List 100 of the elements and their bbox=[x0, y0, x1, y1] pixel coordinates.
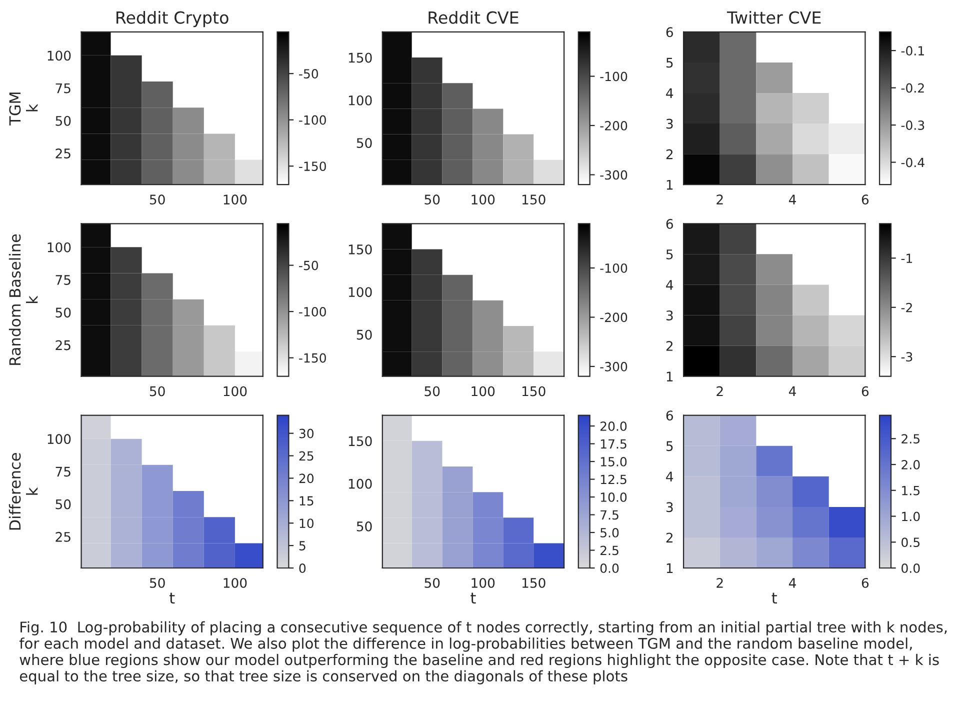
color-bar-label: 12.5 bbox=[600, 474, 626, 484]
x-tick-label: 50 bbox=[424, 386, 440, 396]
y-tick-label: 4 bbox=[666, 88, 674, 98]
y-tick-label: 50 bbox=[56, 499, 71, 510]
y-tick-label: 50 bbox=[356, 521, 372, 532]
y-tick-label: 100 bbox=[48, 434, 71, 444]
y-tick-label: 4 bbox=[666, 280, 674, 290]
color-bar-label: -0.2 bbox=[901, 83, 924, 93]
color-bar-label: 15.0 bbox=[600, 456, 627, 466]
y-tick-label: 1 bbox=[666, 180, 673, 190]
y-tick-label: 75 bbox=[56, 83, 70, 94]
y-tick-label: 50 bbox=[56, 308, 71, 318]
color-bar-label: -200 bbox=[600, 312, 628, 322]
color-bar-label: 17.5 bbox=[600, 439, 626, 449]
color-bar-label: 0.0 bbox=[902, 563, 920, 573]
color-bar-label: 2.5 bbox=[902, 434, 920, 444]
color-bar-label: 20.0 bbox=[600, 421, 627, 431]
color-bar-label: 5.0 bbox=[600, 528, 619, 538]
y-tick-label: 1 bbox=[666, 563, 673, 574]
color-bar-label: 1.0 bbox=[902, 512, 920, 522]
color-bar-label: 0.0 bbox=[600, 563, 619, 573]
color-bar-label: 15 bbox=[300, 496, 314, 506]
y-tick-label: 5 bbox=[666, 58, 673, 68]
y-tick-label: 5 bbox=[666, 441, 673, 452]
color-bar-label: 10.0 bbox=[600, 492, 627, 502]
y-tick-label: 2 bbox=[666, 149, 672, 160]
chart-title: Twitter CVE bbox=[726, 10, 821, 24]
x-axis-title: t bbox=[169, 592, 175, 604]
color-bar-label: 10 bbox=[300, 518, 314, 528]
x-tick-label: 100 bbox=[472, 194, 495, 205]
y-tick-label: 4 bbox=[666, 472, 674, 482]
color-bar-label: -50 bbox=[299, 69, 318, 79]
color-bar-label: 1.5 bbox=[902, 486, 920, 496]
y-tick-label: 3 bbox=[666, 118, 673, 129]
color-bar-label: -150 bbox=[299, 353, 326, 363]
y-tick-label: 3 bbox=[666, 502, 673, 512]
color-bar-label: -100 bbox=[600, 72, 628, 82]
y-tick-label: 150 bbox=[348, 244, 372, 254]
x-tick-label: 6 bbox=[862, 386, 869, 396]
color-bar-label: -200 bbox=[600, 120, 628, 130]
y-tick-label: 75 bbox=[56, 275, 70, 285]
color-bar-label: -100 bbox=[600, 263, 628, 273]
x-tick-label: 100 bbox=[472, 578, 495, 588]
x-tick-label: 100 bbox=[224, 194, 247, 205]
x-tick-label: 50 bbox=[424, 578, 440, 588]
y-tick-label: 25 bbox=[56, 148, 70, 158]
x-tick-label: 100 bbox=[224, 386, 247, 396]
x-tick-label: 100 bbox=[472, 386, 495, 396]
y-tick-label: 100 bbox=[48, 50, 71, 61]
y-tick-label: 6 bbox=[666, 410, 673, 421]
color-bar-label: -100 bbox=[299, 307, 326, 316]
y-tick-label: 3 bbox=[666, 310, 673, 320]
color-bar-label: -3 bbox=[901, 352, 912, 362]
y-tick-label: 6 bbox=[666, 218, 673, 229]
color-bar-label: 30 bbox=[299, 428, 314, 438]
x-tick-label: 6 bbox=[862, 578, 869, 588]
color-bar-label: 20 bbox=[299, 474, 314, 484]
color-bar-label: -150 bbox=[299, 162, 326, 172]
x-tick-label: 4 bbox=[788, 386, 796, 396]
x-tick-label: 2 bbox=[716, 386, 723, 396]
y-tick-label: 50 bbox=[356, 138, 372, 148]
x-tick-label: 50 bbox=[150, 194, 165, 205]
caption: Fig. 10 Log-probability of placing a consecutive sequence of t nodes correctly, starting from an initial partial tree with k nodes, for each model and dataset. We also plot the difference in log-probabilities between TGM and the random baseline model, where blue regions show our model outperforming the baseline and red regions highlight the opposite case. Note that t + k is equal to the tree size, so that tree size is conserved on the diagonals of these plots bbox=[19, 621, 947, 684]
color-bar-label: 7.5 bbox=[600, 510, 618, 520]
x-tick-label: 4 bbox=[788, 578, 796, 588]
x-tick-label: 2 bbox=[716, 194, 723, 204]
y-tick-label: 100 bbox=[348, 287, 372, 298]
y-tick-label: 2 bbox=[666, 340, 672, 351]
color-bar-label: 0 bbox=[299, 563, 306, 573]
y-tick-label: 1 bbox=[666, 372, 673, 382]
chart-title: Reddit Crypto bbox=[116, 10, 228, 28]
y-tick-label: 100 bbox=[348, 478, 372, 489]
x-tick-label: 150 bbox=[522, 194, 546, 205]
y-tick-label: 50 bbox=[56, 116, 71, 126]
x-tick-label: 2 bbox=[716, 578, 723, 588]
y-axis-title: Random Baseline k bbox=[8, 234, 38, 365]
color-bar-label: -0.3 bbox=[901, 120, 924, 130]
color-bar-label: -50 bbox=[299, 260, 318, 270]
x-tick-label: 100 bbox=[224, 578, 247, 588]
y-tick-label: 150 bbox=[348, 436, 372, 446]
y-tick-label: 150 bbox=[348, 52, 372, 63]
x-tick-label: 50 bbox=[424, 194, 440, 205]
color-bar-label: -300 bbox=[600, 362, 628, 372]
color-bar-label: -0.1 bbox=[901, 46, 924, 56]
y-tick-label: 75 bbox=[56, 466, 70, 477]
color-bar-label: -0.4 bbox=[901, 158, 924, 168]
y-tick-label: 5 bbox=[666, 250, 673, 260]
y-tick-label: 6 bbox=[666, 27, 673, 38]
y-tick-label: 100 bbox=[48, 242, 71, 252]
color-bar-label: 0.5 bbox=[902, 538, 920, 548]
y-axis-title: Difference k bbox=[8, 452, 38, 530]
color-bar-label: 2.0 bbox=[902, 460, 920, 470]
color-bar-label: 2.5 bbox=[600, 546, 618, 556]
color-bar-label: -100 bbox=[299, 115, 326, 125]
x-tick-label: 150 bbox=[522, 386, 546, 396]
color-bar-label: 25 bbox=[299, 451, 314, 461]
chart-title: Reddit CVE bbox=[428, 10, 518, 24]
color-bar-label: -300 bbox=[600, 170, 628, 180]
color-bar-label: -1 bbox=[901, 254, 912, 263]
x-tick-label: 150 bbox=[522, 578, 546, 588]
